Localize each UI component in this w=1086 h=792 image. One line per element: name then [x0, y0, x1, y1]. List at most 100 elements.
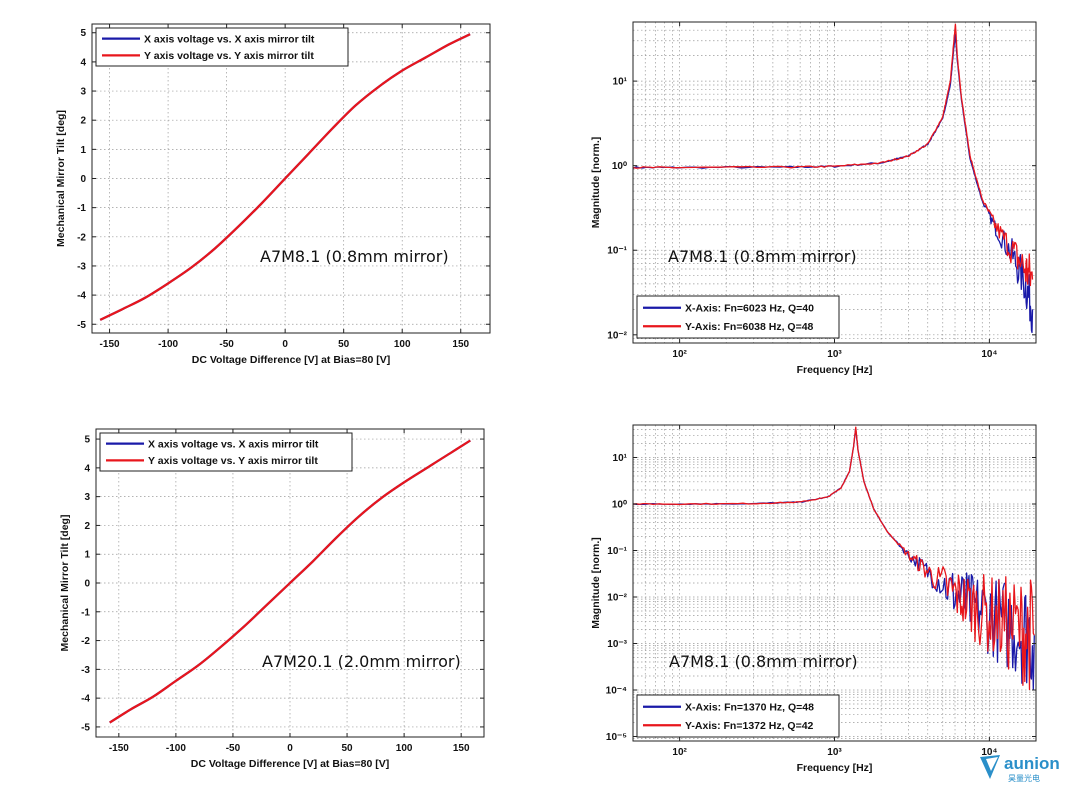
x-tick-label: -50	[219, 339, 234, 350]
y-tick-label: 10⁻¹	[607, 246, 627, 257]
x-tick-label: -100	[166, 743, 186, 754]
y-axis-label: Magnitude [norm.]	[590, 537, 602, 629]
x-tick-label: 0	[282, 339, 288, 350]
y-tick-label: 0	[80, 174, 86, 185]
y-tick-label: -2	[77, 232, 86, 243]
y-tick-label: 3	[80, 87, 86, 98]
aunion-logo-icon: aunion 昊量光电	[980, 754, 1060, 783]
series-group	[633, 426, 1035, 691]
y-tick-label: 1	[80, 145, 86, 156]
y-tick-label: 2	[80, 116, 86, 127]
y-axis-label: Magnitude [norm.]	[590, 137, 602, 229]
legend-label: Y-Axis: Fn=1372 Hz, Q=42	[685, 720, 814, 732]
series-line-y	[99, 33, 471, 321]
y-tick-label: 10¹	[613, 77, 628, 88]
legend-label: Y-Axis: Fn=6038 Hz, Q=48	[685, 321, 814, 333]
logo-text: aunion	[1004, 754, 1060, 773]
legend-label: Y axis voltage vs. Y axis mirror tilt	[148, 455, 318, 467]
mirror-annotation: A7M8.1 (0.8mm mirror)	[260, 247, 449, 266]
plot-area	[92, 24, 490, 333]
x-axis-label: DC Voltage Difference [V] at Bias=80 [V]	[192, 354, 391, 366]
y-axis-label: Mechanical Mirror Tilt [deg]	[55, 110, 67, 247]
y-tick-label: -5	[77, 320, 86, 331]
x-tick-label: 10⁴	[981, 349, 997, 360]
x-tick-label: 10²	[672, 747, 687, 758]
x-tick-label: 10³	[827, 349, 842, 360]
x-tick-label: 150	[452, 339, 469, 350]
y-tick-label: -1	[77, 203, 86, 214]
x-tick-label: 0	[287, 743, 293, 754]
y-axis-label: Mechanical Mirror Tilt [deg]	[59, 515, 71, 652]
chart-tr: 10² 10³ 10⁴ 10⁻² 10⁻¹ 10⁰ 10¹ Frequency [Hz] Mag…	[590, 21, 1037, 376]
y-tick-label: 0	[84, 579, 90, 590]
chart-bl: -150 -100 -50 0 50 100 150 -5 -4 -3 -2 -1 0 1 2 3 4 5 DC V…	[59, 428, 485, 770]
mirror-annotation: A7M8.1 (0.8mm mirror)	[668, 247, 857, 266]
x-tick-label: 100	[396, 743, 413, 754]
y-tick-label: -2	[81, 636, 90, 647]
x-axis-label: DC Voltage Difference [V] at Bias=80 [V]	[191, 758, 390, 770]
logo-subtext: 昊量光电	[1008, 773, 1040, 783]
y-tick-label: 2	[84, 521, 90, 532]
y-tick-label: -4	[81, 694, 90, 705]
mirror-annotation: A7M20.1 (2.0mm mirror)	[262, 652, 461, 671]
series-line-y	[633, 426, 1035, 691]
y-tick-label: 10⁻⁴	[606, 685, 627, 696]
y-tick-label: 4	[80, 57, 86, 68]
y-tick-label: -4	[77, 291, 86, 302]
x-axis-label: Frequency [Hz]	[797, 762, 873, 774]
chart-br: 10² 10³ 10⁴ 10⁻⁵ 10⁻⁴ 10⁻³ 10⁻² 10⁻¹ 10⁰ 10¹ Frequ…	[590, 424, 1037, 774]
y-tick-label: 10⁰	[612, 161, 627, 172]
y-tick-label: -3	[81, 665, 90, 676]
x-tick-label: -50	[226, 743, 241, 754]
x-tick-label: 10³	[827, 747, 842, 758]
legend: X-Axis: Fn=6023 Hz, Q=40 Y-Axis: Fn=6038 …	[636, 295, 840, 339]
grid	[96, 429, 484, 737]
x-tick-label: -100	[158, 339, 178, 350]
y-tick-label: -3	[77, 261, 86, 272]
x-tick-label: 150	[453, 743, 470, 754]
y-tick-label: -1	[81, 607, 90, 618]
legend: X-Axis: Fn=1370 Hz, Q=48 Y-Axis: Fn=1372 …	[636, 694, 840, 738]
legend-box	[95, 27, 349, 67]
y-tick-label: 5	[80, 28, 86, 39]
legend: X axis voltage vs. X axis mirror tilt Y a…	[99, 432, 353, 472]
x-tick-label: 50	[341, 743, 353, 754]
legend: X axis voltage vs. X axis mirror tilt Y a…	[95, 27, 349, 67]
x-tick-label: 10⁴	[981, 747, 997, 758]
legend-box	[99, 432, 353, 472]
x-tick-label: 50	[338, 339, 350, 350]
legend-label: X axis voltage vs. X axis mirror tilt	[144, 33, 315, 45]
x-tick-label: 100	[394, 339, 411, 350]
company-logo: aunion 昊量光电	[978, 751, 1082, 787]
y-tick-label: 4	[84, 463, 90, 474]
y-tick-label: 10¹	[613, 453, 628, 464]
grid	[92, 24, 490, 333]
legend-label: X axis voltage vs. X axis mirror tilt	[148, 438, 319, 450]
series-group	[633, 23, 1034, 334]
chart-tl: -150 -100 -50 0 50 100 150 -5 -4 -3 -2 -1 0 1 2 3 4 5 DC V…	[55, 23, 491, 366]
series-line-x	[633, 33, 1034, 334]
y-tick-label: 10⁻²	[607, 592, 627, 603]
y-tick-label: 3	[84, 492, 90, 503]
y-tick-label: 10⁻⁵	[606, 732, 627, 743]
y-tick-label: 1	[84, 550, 90, 561]
x-axis-label: Frequency [Hz]	[797, 364, 873, 376]
mirror-annotation: A7M8.1 (0.8mm mirror)	[669, 652, 858, 671]
x-tick-label: 10²	[672, 349, 687, 360]
series-line-y	[633, 23, 1034, 287]
legend-label: X-Axis: Fn=1370 Hz, Q=48	[685, 702, 814, 714]
y-tick-label: 10⁻³	[607, 639, 627, 650]
x-tick-label: -150	[100, 339, 120, 350]
y-tick-label: 10⁰	[612, 500, 627, 511]
series-group	[99, 33, 471, 321]
legend-box	[636, 694, 840, 738]
y-tick-label: 10⁻¹	[607, 546, 627, 557]
legend-label: Y axis voltage vs. Y axis mirror tilt	[144, 50, 314, 62]
x-tick-label: -150	[109, 743, 129, 754]
legend-label: X-Axis: Fn=6023 Hz, Q=40	[685, 303, 814, 315]
legend-box	[636, 295, 840, 339]
series-line-y	[109, 439, 471, 724]
series-group	[109, 439, 471, 724]
y-tick-label: 5	[84, 435, 90, 446]
